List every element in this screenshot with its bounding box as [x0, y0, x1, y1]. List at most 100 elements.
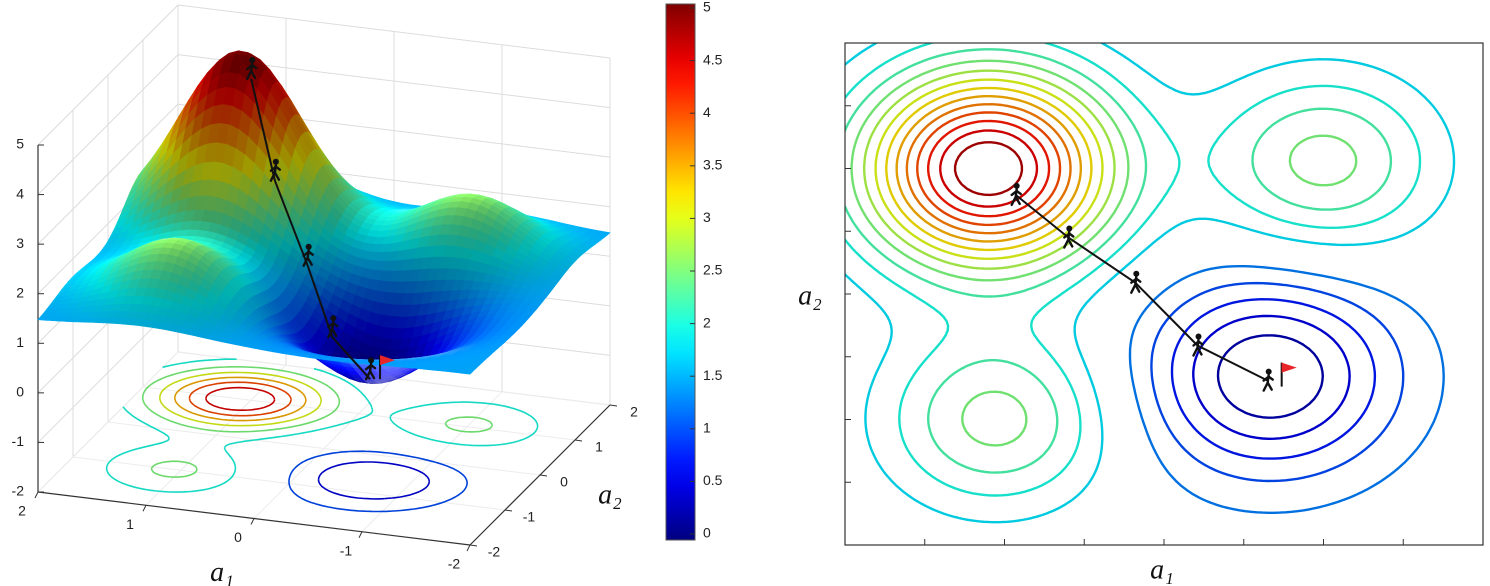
walker [364, 357, 377, 381]
descent-path [250, 78, 371, 380]
contour-line [927, 119, 1051, 218]
floor-contour [188, 381, 292, 417]
surface-plot: -2 -1 0 1 2 3 4 5 -2 -1 0 1 2 -2 -1 0 1 2 a₁ a₂ [12, 4, 638, 586]
contour-line [895, 95, 1082, 243]
walker [327, 315, 339, 339]
colorbar-tick-label: 0.5 [703, 472, 723, 488]
y-tick-label: -2 [488, 544, 501, 560]
contours [845, 43, 1456, 524]
walker-head [1066, 225, 1073, 232]
contour-line [916, 111, 1062, 227]
z-tick-label: 4 [16, 185, 24, 201]
walker-body [1010, 187, 1022, 207]
walker-head [305, 243, 312, 250]
colorbar-tick-label: 4.5 [703, 51, 723, 67]
walker-head [1133, 270, 1140, 277]
walker-head [249, 57, 256, 63]
contour-line [863, 69, 1116, 270]
x-tick-label: 2 [18, 503, 26, 519]
walker-head [368, 357, 375, 364]
floor-contour [141, 366, 493, 478]
walker-body [1262, 373, 1274, 392]
walker [1262, 368, 1274, 392]
z-tick-label: 0 [16, 384, 24, 400]
contour-line [874, 78, 1104, 260]
contour-line [905, 103, 1072, 235]
contour-line [1192, 314, 1351, 440]
x-axis-label: a₁ [210, 557, 234, 586]
grid-line [145, 364, 287, 506]
walker-body [364, 362, 377, 381]
walker [302, 243, 314, 267]
z-tick-label: -2 [12, 483, 25, 499]
walker-head [272, 158, 279, 165]
floor-contour [205, 386, 276, 411]
y-axis-label: a₂ [798, 280, 822, 311]
walker-body [269, 163, 282, 182]
z-tick-label: -1 [12, 433, 25, 449]
walker-body [1063, 230, 1075, 249]
contour-line [885, 86, 1093, 252]
walker [1130, 270, 1142, 294]
walker [245, 57, 258, 81]
y-tick [504, 509, 513, 512]
contour-line [850, 59, 1358, 447]
flag [1281, 362, 1297, 373]
z-tick-label: 5 [16, 136, 24, 152]
colorbar-tick-label: 2.5 [703, 262, 723, 278]
colorbar-tick-label: 2 [703, 314, 711, 330]
colorbar: 0 0.5 1 1.5 2 2.5 3 3.5 4 4.5 5 [665, 0, 723, 541]
y-tick [469, 544, 478, 547]
x-tick-label: -2 [448, 556, 461, 572]
x-tick [34, 491, 39, 499]
contour-line [1170, 298, 1377, 460]
walker-body [327, 319, 339, 339]
contour-line [845, 43, 1422, 497]
floor-contour [174, 376, 307, 422]
y-tick [539, 474, 548, 477]
z-tick-label: 3 [16, 235, 24, 251]
walker [1063, 225, 1075, 249]
floor-contour [159, 371, 322, 427]
x-tick-label: 1 [126, 516, 134, 532]
colorbar-fill [665, 3, 696, 541]
walker-head [1013, 182, 1020, 189]
contour-line [845, 48, 1393, 474]
x-tick [142, 505, 147, 512]
flag [380, 355, 396, 366]
colorbar-tick-label: 0 [703, 525, 711, 541]
y-axis-label: a₂ [598, 479, 622, 510]
walker-head [330, 315, 337, 322]
floor-contour [288, 450, 468, 513]
y-tick [574, 439, 583, 442]
floor-contour [105, 358, 539, 493]
y-tick-label: 0 [560, 474, 568, 490]
z-tick-label: 2 [16, 284, 24, 300]
contour-line [1128, 265, 1445, 514]
walker-body [1130, 275, 1142, 294]
walker [1010, 182, 1022, 207]
walker-head [1265, 368, 1272, 375]
x-tick [358, 531, 363, 538]
walker [1192, 333, 1204, 357]
contour-line [1216, 334, 1324, 419]
y-tick [609, 404, 618, 407]
x-tick-label: 0 [234, 529, 242, 545]
contour-line [845, 43, 1456, 524]
colorbar-tick-label: 3 [703, 209, 711, 225]
y-tick-label: 2 [630, 404, 638, 420]
grid-line [37, 351, 179, 493]
colorbar-tick-label: 1 [703, 420, 711, 436]
walker [269, 158, 282, 182]
walker-body [1192, 338, 1204, 357]
floor-contour [317, 461, 431, 500]
surface [37, 50, 611, 384]
colorbar-tick-label: 5 [703, 0, 711, 15]
x-tick [250, 518, 255, 525]
walker-body [302, 248, 314, 267]
walker-body [245, 61, 258, 81]
x-tick [466, 544, 471, 552]
grid-line [253, 378, 395, 519]
